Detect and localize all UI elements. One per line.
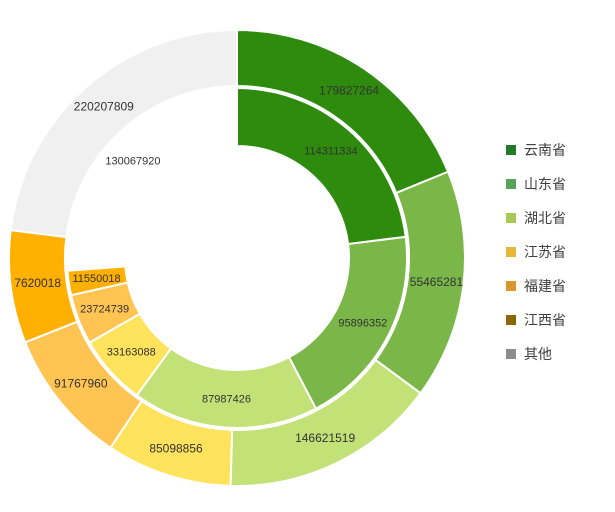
outer-label-fujian: 91767960 bbox=[54, 377, 108, 391]
outer-ring bbox=[8, 28, 466, 487]
outer-label-yunnan: 179827264 bbox=[319, 83, 379, 97]
legend-item-shandong[interactable]: 山东省 bbox=[506, 167, 611, 201]
outer-slice-other[interactable] bbox=[9, 28, 238, 239]
outer-label-shandong: 55465281 bbox=[410, 275, 464, 289]
inner-slice-other[interactable] bbox=[66, 86, 238, 272]
legend-item-yunnan[interactable]: 云南省 bbox=[506, 133, 611, 167]
inner-label-fujian: 23724739 bbox=[80, 303, 129, 315]
legend: 云南省 山东省 湖北省 江苏省 福建省 江西省 其他 bbox=[506, 133, 611, 371]
legend-item-jiangsu[interactable]: 江苏省 bbox=[506, 235, 611, 269]
legend-label-shandong: 山东省 bbox=[524, 177, 566, 193]
outer-label-jiangxi: 7620018 bbox=[14, 276, 61, 290]
legend-swatch-fujian bbox=[506, 281, 516, 291]
inner-label-yunnan: 114311334 bbox=[304, 145, 357, 157]
legend-label-other: 其他 bbox=[524, 347, 552, 363]
legend-swatch-jiangsu bbox=[506, 247, 516, 257]
inner-label-shandong: 95896352 bbox=[338, 318, 387, 330]
legend-label-jiangsu: 江苏省 bbox=[524, 245, 566, 261]
inner-label-jiangxi: 11550018 bbox=[72, 273, 120, 285]
outer-label-other: 220207809 bbox=[74, 100, 134, 114]
legend-item-jiangxi[interactable]: 江西省 bbox=[506, 303, 611, 337]
data-labels: 179827264 55465281 146621519 85098856 917679… bbox=[14, 83, 463, 455]
inner-label-other: 130067920 bbox=[105, 155, 160, 167]
legend-label-fujian: 福建省 bbox=[524, 279, 566, 295]
legend-swatch-other bbox=[506, 349, 516, 359]
outer-label-hubei: 146621519 bbox=[295, 431, 355, 445]
legend-item-other[interactable]: 其他 bbox=[506, 337, 611, 371]
legend-label-yunnan: 云南省 bbox=[524, 143, 566, 159]
legend-swatch-yunnan bbox=[506, 145, 516, 155]
legend-item-hubei[interactable]: 湖北省 bbox=[506, 201, 611, 235]
legend-label-jiangxi: 江西省 bbox=[524, 313, 566, 329]
inner-label-hubei: 87987426 bbox=[202, 394, 251, 406]
legend-item-fujian[interactable]: 福建省 bbox=[506, 269, 611, 303]
legend-label-hubei: 湖北省 bbox=[524, 211, 566, 227]
legend-swatch-hubei bbox=[506, 213, 516, 223]
outer-label-jiangsu: 85098856 bbox=[149, 442, 203, 456]
legend-swatch-jiangxi bbox=[506, 315, 516, 325]
inner-ring bbox=[66, 86, 408, 429]
inner-label-jiangsu: 33163088 bbox=[107, 347, 156, 359]
legend-swatch-shandong bbox=[506, 179, 516, 189]
